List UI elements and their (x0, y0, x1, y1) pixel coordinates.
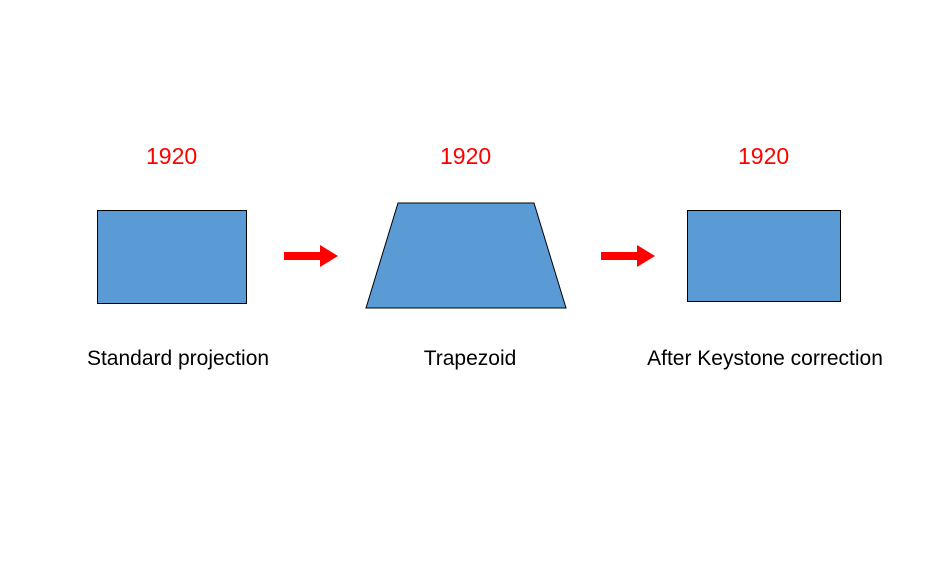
panel3-rect (687, 210, 841, 302)
diagram-canvas: 1920 Standard projection 1920 Trapezoid … (0, 0, 950, 580)
panel1-number: 1920 (146, 143, 197, 170)
panel2-trapezoid (365, 202, 568, 310)
panel1-rect (97, 210, 247, 304)
panel1-caption: Standard projection (73, 346, 283, 372)
panel2-caption: Trapezoid (410, 346, 530, 372)
panel3-caption: After Keystone correction (640, 346, 890, 372)
arrow-1 (284, 245, 338, 267)
panel3-number: 1920 (738, 143, 789, 170)
panel2-number: 1920 (440, 143, 491, 170)
arrow-2 (601, 245, 655, 267)
